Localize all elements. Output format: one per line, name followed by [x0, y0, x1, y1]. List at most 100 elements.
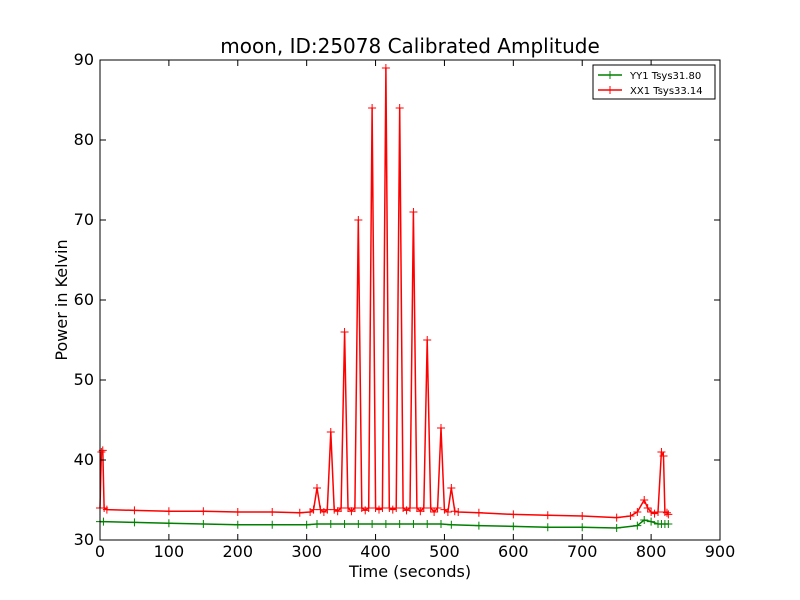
series-2 [96, 64, 673, 522]
data-point [344, 504, 352, 512]
data-point [340, 520, 349, 528]
data-point [199, 507, 208, 516]
data-point [423, 520, 432, 528]
data-point [647, 517, 656, 526]
data-point [509, 510, 518, 519]
data-point [385, 504, 394, 512]
data-point [443, 508, 452, 516]
data-point [447, 520, 456, 529]
data-point [447, 484, 456, 492]
x-tick-label: 800 [636, 542, 667, 561]
data-point [313, 484, 321, 492]
chart-title: moon, ID:25078 Calibrated Amplitude [220, 34, 600, 58]
data-point [164, 507, 173, 516]
legend-box [592, 64, 716, 100]
y-tick-label: 90 [74, 50, 94, 69]
data-point [323, 505, 332, 514]
data-point [381, 520, 390, 528]
data-point [395, 104, 404, 112]
data-point [437, 520, 445, 528]
data-point [578, 512, 587, 520]
y-tick-label: 30 [74, 530, 94, 549]
data-point [543, 523, 552, 532]
plot-area [96, 59, 721, 541]
data-point [474, 508, 483, 517]
data-point [268, 520, 277, 529]
data-point [626, 512, 635, 520]
y-tick-label: 50 [74, 370, 94, 389]
data-point [381, 64, 390, 72]
data-point [302, 520, 311, 529]
x-tick-label: 500 [429, 542, 460, 561]
data-point [437, 424, 445, 432]
data-point [340, 328, 349, 336]
x-tick-label: 400 [360, 542, 391, 561]
x-axis-ticks: 0 100 200 300 400 500 600 700 800 900 [95, 60, 735, 561]
data-point [130, 506, 139, 515]
data-point [326, 520, 335, 528]
y-tick-label: 60 [74, 290, 94, 309]
data-point [450, 507, 459, 516]
data-point [368, 104, 377, 112]
data-point [406, 504, 414, 512]
data-point [97, 448, 106, 456]
data-point [347, 507, 356, 516]
data-point [657, 448, 666, 456]
data-point [654, 508, 662, 516]
x-tick-label: 100 [154, 542, 185, 561]
y-tick-label: 40 [74, 450, 94, 469]
data-point [662, 508, 671, 517]
data-point [388, 505, 397, 514]
data-point [295, 508, 304, 517]
data-point [430, 508, 439, 516]
data-point [233, 508, 242, 516]
data-point [337, 504, 346, 512]
data-point [199, 520, 208, 528]
data-point [664, 520, 673, 528]
legend-item: YY1 Tsys31.80 [598, 71, 701, 82]
data-point [354, 216, 363, 224]
data-point [640, 496, 649, 504]
data-point [409, 208, 418, 216]
data-point [633, 521, 642, 530]
data-point [364, 504, 373, 512]
data-point [612, 524, 621, 532]
data-point [378, 504, 387, 512]
data-point [612, 513, 621, 522]
data-point [416, 507, 425, 516]
data-point [375, 505, 383, 514]
data-point [647, 508, 656, 516]
data-point [99, 517, 108, 526]
data-point [643, 504, 652, 512]
legend-item: XX1 Tsys33.14 [598, 86, 703, 97]
series-layer [96, 64, 673, 532]
data-point [395, 520, 404, 528]
x-tick-label: 300 [291, 542, 322, 561]
legend-swatch-marker [606, 71, 614, 79]
y-axis-title: Power in Kelvin [52, 239, 71, 360]
data-point [371, 504, 380, 512]
data-point [326, 428, 335, 436]
x-tick-label: 200 [223, 542, 254, 561]
data-point [392, 504, 401, 512]
y-tick-label: 70 [74, 210, 94, 229]
data-point [330, 505, 339, 514]
legend-label: YY1 Tsys31.80 [629, 71, 701, 82]
x-tick-label: 0 [95, 542, 105, 561]
data-point [659, 452, 668, 460]
data-point [543, 511, 552, 520]
data-point [650, 509, 659, 518]
y-axis-ticks: 30 40 50 60 70 80 90 [74, 50, 720, 549]
data-point [268, 508, 277, 516]
data-point [640, 516, 649, 524]
data-point [313, 520, 321, 528]
data-point [409, 520, 418, 528]
legend-swatch-marker [606, 86, 614, 94]
series-1 [96, 516, 673, 532]
data-point [333, 507, 342, 516]
data-point [102, 505, 111, 514]
legend-label: XX1 Tsys33.14 [630, 86, 703, 97]
data-point [423, 336, 432, 344]
data-point [578, 523, 587, 532]
